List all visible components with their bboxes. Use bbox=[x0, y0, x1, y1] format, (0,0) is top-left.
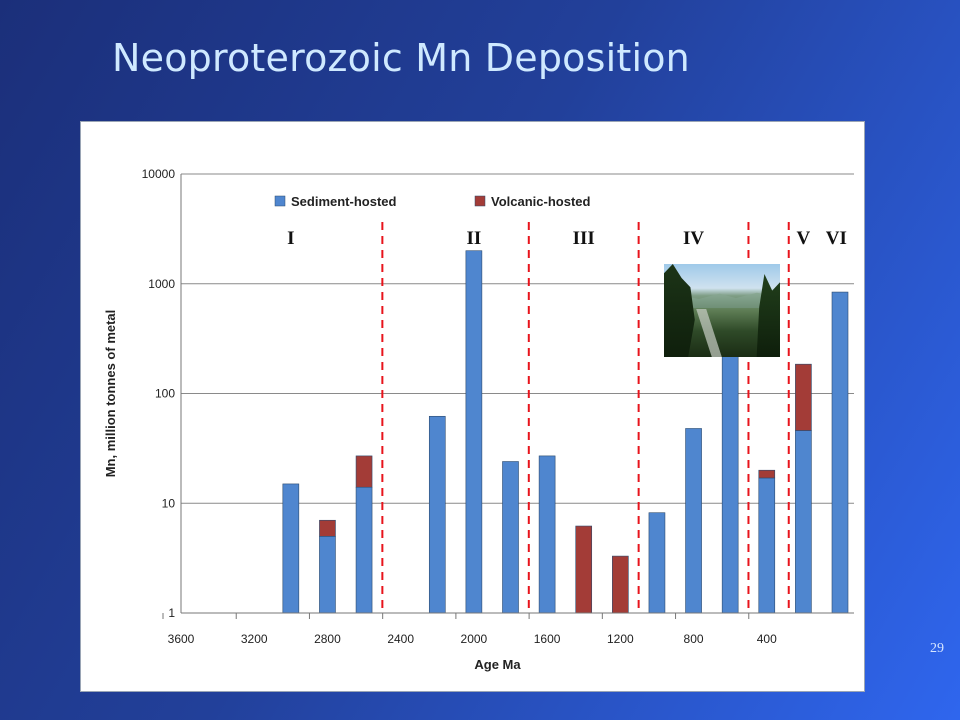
volcanic-hosted-bar bbox=[758, 469, 776, 479]
x-tick-label: 2400 bbox=[387, 632, 414, 646]
legend-label: Volcanic-hosted bbox=[491, 194, 591, 209]
x-tick-label: 3600 bbox=[168, 632, 195, 646]
sediment-hosted-bar bbox=[355, 486, 373, 614]
slide-title: Neoproterozoic Mn Deposition bbox=[112, 36, 690, 80]
x-axis-title: Age Ma bbox=[474, 657, 521, 672]
sediment-hosted-bar bbox=[795, 430, 812, 614]
legend-label: Sediment-hosted bbox=[291, 194, 397, 209]
x-tick-label: 1200 bbox=[607, 632, 634, 646]
sediment-hosted-bar bbox=[685, 428, 702, 614]
era-label: VI bbox=[826, 228, 847, 249]
x-tick-label: 2000 bbox=[461, 632, 488, 646]
volcanic-hosted-bar bbox=[795, 363, 812, 431]
chart-panel: 1 10 100 1000 10000 3600 3200 2800 2400 2000 1600 1… bbox=[80, 121, 865, 692]
sediment-hosted-bar bbox=[648, 512, 666, 614]
volcanic-hosted-bar bbox=[612, 555, 629, 614]
legend-swatch bbox=[274, 195, 286, 207]
y-tick-label: 100 bbox=[155, 387, 175, 401]
mn-deposition-chart: 1 10 100 1000 10000 3600 3200 2800 2400 2000 1600 1… bbox=[103, 167, 854, 672]
sediment-hosted-bar bbox=[538, 455, 556, 614]
sediment-hosted-bar bbox=[758, 477, 776, 614]
sediment-hosted-bar bbox=[465, 250, 483, 614]
x-tick-label: 1600 bbox=[534, 632, 561, 646]
y-tick-label: 1000 bbox=[148, 277, 175, 291]
x-tick-label: 400 bbox=[757, 632, 777, 646]
landscape-photo bbox=[664, 264, 780, 357]
sediment-hosted-bar bbox=[282, 483, 300, 614]
era-label: IV bbox=[683, 228, 704, 249]
page-number: 29 bbox=[930, 641, 944, 656]
y-tick-label: 1 bbox=[168, 606, 175, 620]
sediment-hosted-bar bbox=[319, 535, 336, 614]
y-tick-label: 10 bbox=[162, 496, 176, 510]
x-tick-label: 800 bbox=[684, 632, 704, 646]
volcanic-hosted-bar bbox=[319, 519, 336, 537]
era-label: I bbox=[287, 228, 294, 249]
era-label: V bbox=[797, 228, 811, 249]
sediment-hosted-bar bbox=[831, 291, 849, 614]
y-axis-title: Mn, million tonnes of metal bbox=[103, 310, 118, 478]
era-label: III bbox=[573, 228, 595, 249]
volcanic-hosted-bar bbox=[575, 525, 593, 614]
sediment-hosted-bar bbox=[502, 461, 519, 614]
sediment-hosted-bar bbox=[428, 415, 446, 614]
y-tick-label: 10000 bbox=[142, 167, 176, 181]
x-tick-label: 3200 bbox=[241, 632, 268, 646]
era-label: II bbox=[466, 228, 481, 249]
sediment-hosted-bar bbox=[721, 353, 739, 614]
x-tick-label: 2800 bbox=[314, 632, 341, 646]
legend-swatch bbox=[474, 195, 486, 207]
volcanic-hosted-bar bbox=[355, 455, 373, 488]
